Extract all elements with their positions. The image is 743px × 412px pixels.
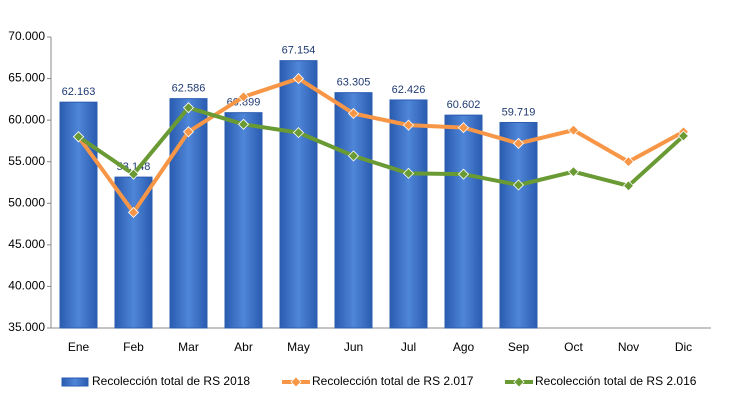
- bar: [114, 176, 153, 329]
- legend-swatch: [61, 377, 89, 387]
- marker: [457, 122, 470, 134]
- bar: [334, 92, 373, 329]
- legend-marker: [513, 376, 525, 388]
- y-tick-label: 45.000: [8, 237, 45, 251]
- marker: [182, 126, 195, 138]
- y-tick-label: 40.000: [8, 279, 45, 293]
- data-label: 62.426: [392, 84, 426, 96]
- marker: [402, 119, 415, 131]
- marker: [677, 130, 690, 142]
- marker: [72, 131, 85, 143]
- x-tick-label: May: [287, 340, 310, 354]
- marker: [292, 127, 305, 139]
- x-tick-label: Jul: [401, 340, 416, 354]
- data-label: 60.602: [447, 99, 481, 111]
- marker: [622, 180, 635, 192]
- bar: [279, 60, 318, 329]
- marker: [347, 150, 360, 162]
- x-tick-label: Sep: [508, 340, 530, 354]
- bar: [444, 114, 483, 329]
- data-label: 62.163: [62, 86, 96, 98]
- x-tick-label: Dic: [675, 340, 692, 354]
- marker: [237, 91, 250, 103]
- bar: [224, 112, 263, 329]
- data-label: 60.899: [227, 97, 261, 109]
- y-tick-label: 70.000: [8, 29, 45, 43]
- marker: [622, 156, 635, 168]
- legend-label: Recolección total de RS 2.017: [312, 374, 474, 388]
- bar: [499, 121, 538, 329]
- data-label: 67.154: [282, 45, 316, 57]
- marker: [237, 118, 250, 130]
- marker: [127, 168, 140, 180]
- y-tick-label: 35.000: [8, 320, 45, 334]
- x-tick-label: Feb: [123, 340, 144, 354]
- y-tick-label: 60.000: [8, 112, 45, 126]
- marker: [127, 206, 140, 218]
- legend-marker: [290, 376, 302, 388]
- x-tick-label: Ago: [453, 340, 475, 354]
- marker: [292, 73, 305, 85]
- legend-label: Recolección total de RS 2.016: [535, 374, 697, 388]
- bar: [169, 98, 208, 329]
- data-label: 62.586: [172, 83, 206, 95]
- x-tick-label: Jun: [344, 340, 363, 354]
- marker: [347, 107, 360, 120]
- marker: [402, 167, 415, 179]
- x-tick-label: Mar: [178, 340, 199, 354]
- marker: [512, 137, 525, 149]
- line: [77, 105, 685, 188]
- y-tick-label: 65.000: [8, 71, 45, 85]
- marker: [567, 124, 580, 136]
- y-tick-label: 55.000: [8, 154, 45, 168]
- marker: [512, 179, 525, 191]
- legend-label: Recolección total de RS 2018: [92, 374, 250, 388]
- marker: [182, 102, 195, 114]
- data-label: 63.305: [337, 77, 371, 89]
- bar: [389, 99, 428, 329]
- x-tick-label: Abr: [234, 340, 253, 354]
- data-label: 59.719: [502, 106, 536, 118]
- x-tick-label: Oct: [564, 340, 583, 354]
- marker: [457, 168, 470, 180]
- y-tick-label: 50.000: [8, 195, 45, 209]
- marker: [567, 166, 580, 178]
- x-tick-label: Ene: [68, 340, 90, 354]
- line: [76, 76, 685, 215]
- x-tick-label: Nov: [618, 340, 639, 354]
